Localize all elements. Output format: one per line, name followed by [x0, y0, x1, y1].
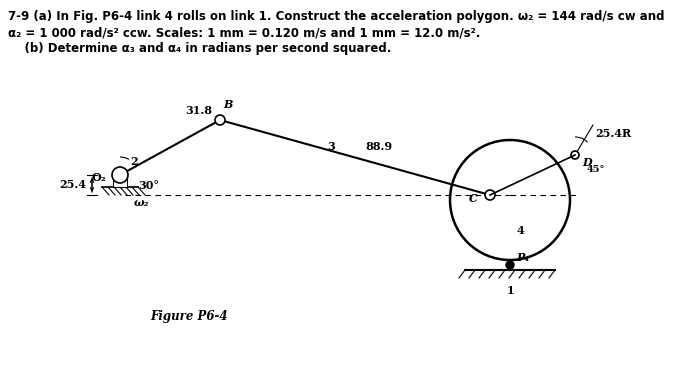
Text: ω₂: ω₂	[134, 197, 150, 208]
Circle shape	[485, 190, 495, 200]
Circle shape	[450, 140, 570, 260]
Text: 4: 4	[516, 225, 524, 236]
Circle shape	[571, 151, 579, 159]
Text: B: B	[223, 99, 232, 110]
Text: (b) Determine α₃ and α₄ in radians per second squared.: (b) Determine α₃ and α₄ in radians per s…	[8, 42, 391, 55]
Text: α₂ = 1 000 rad/s² ccw. Scales: 1 mm = 0.120 m/s and 1 mm = 12.0 m/s².: α₂ = 1 000 rad/s² ccw. Scales: 1 mm = 0.…	[8, 26, 480, 39]
Text: 31.8: 31.8	[185, 105, 212, 116]
Text: 25.4R: 25.4R	[595, 128, 631, 139]
Text: 25.4: 25.4	[59, 180, 86, 191]
Text: 30°: 30°	[138, 180, 159, 191]
Text: D: D	[582, 157, 591, 168]
Text: 45°: 45°	[587, 165, 606, 174]
Text: 1: 1	[506, 285, 514, 296]
Text: O₂: O₂	[92, 172, 106, 183]
Text: C: C	[469, 193, 478, 204]
Text: 7-9 (a) In Fig. P6-4 link 4 rolls on link 1. Construct the acceleration polygon.: 7-9 (a) In Fig. P6-4 link 4 rolls on lin…	[8, 10, 664, 23]
Text: Figure P6-4: Figure P6-4	[150, 310, 228, 323]
Bar	[113, 175, 127, 187]
Text: 3: 3	[328, 142, 335, 152]
Circle shape	[506, 261, 514, 269]
Circle shape	[215, 115, 225, 125]
Circle shape	[112, 167, 128, 183]
Text: 88.9: 88.9	[365, 142, 392, 152]
Text: 2: 2	[130, 156, 138, 167]
Text: P₄: P₄	[516, 252, 529, 263]
